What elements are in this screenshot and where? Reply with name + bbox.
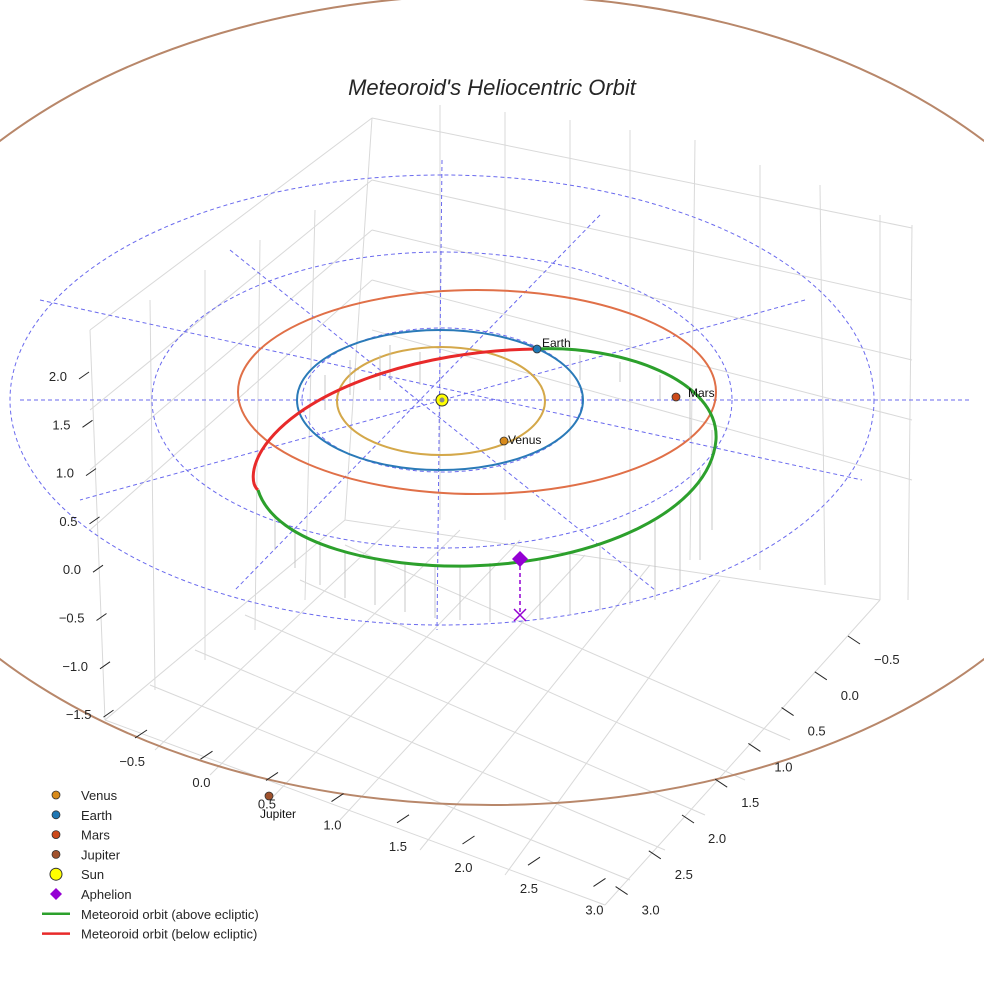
y-tick-label: 0.5 — [808, 724, 826, 739]
x-tick-mark — [593, 877, 606, 887]
earth-orbit — [296, 329, 584, 471]
z-tick-mark — [103, 709, 114, 718]
x-tick-mark — [265, 771, 279, 781]
y-tick-label: 2.5 — [675, 867, 693, 882]
legend-item: Aphelion — [50, 887, 132, 902]
y-tick-label: 3.0 — [642, 903, 660, 918]
y-tick-mark — [648, 850, 662, 860]
legend-marker — [51, 810, 61, 820]
y-axis: −0.5 0.0 0.5 1.0 1.5 2.0 2.5 3.0 — [615, 635, 900, 918]
x-tick-mark — [396, 814, 410, 824]
x-tick-label: 1.0 — [323, 818, 341, 833]
z-tick-mark — [92, 564, 104, 573]
earth-marker — [532, 344, 542, 354]
legend-marker — [51, 850, 61, 859]
z-tick-label: 2.0 — [49, 369, 67, 384]
chart-title: Meteoroid's Heliocentric Orbit — [348, 75, 637, 100]
venus-orbit — [336, 346, 546, 456]
legend-item: Meteoroid orbit (above ecliptic) — [42, 907, 259, 922]
z-tick-label: −1.5 — [66, 707, 92, 722]
z-tick-label: 0.5 — [59, 514, 77, 529]
z-tick-label: 1.5 — [52, 417, 70, 432]
y-tick-mark — [814, 671, 828, 681]
x-tick-label: 0.0 — [192, 775, 210, 790]
mars-orbit — [237, 289, 717, 495]
y-tick-mark — [847, 635, 861, 645]
y-tick-mark — [748, 742, 761, 752]
grid-lines — [89, 105, 913, 906]
x-tick-label: 1.5 — [389, 839, 407, 854]
legend-marker — [51, 790, 61, 800]
legend-item: Sun — [49, 867, 104, 882]
x-tick-mark — [200, 750, 213, 760]
legend-marker — [51, 830, 61, 839]
legend-label: Mars — [81, 828, 110, 843]
x-axis: −0.5 0.0 0.5 1.0 1.5 2.0 2.5 3.0 — [119, 729, 606, 917]
legend-label: Jupiter — [81, 847, 121, 862]
z-tick-label: −1.0 — [62, 659, 88, 674]
legend-label: Meteoroid orbit (below ecliptic) — [81, 927, 257, 942]
mars-marker — [671, 392, 681, 402]
legend: Venus Earth Mars Jupiter Sun Aphelion Meteoroi… — [42, 788, 259, 942]
x-tick-label: −0.5 — [119, 754, 145, 769]
z-tick-label: 1.0 — [56, 466, 74, 481]
z-tick-mark — [89, 516, 100, 525]
z-axis: 2.0 1.5 1.0 0.5 0.0 −0.5 −1.0 −1.5 — [49, 369, 114, 722]
y-tick-mark — [681, 814, 695, 824]
earth-label: Earth — [542, 336, 571, 350]
x-tick-mark — [331, 793, 344, 803]
x-tick-mark — [462, 835, 475, 845]
legend-label: Venus — [81, 788, 118, 803]
jupiter-label: Jupiter — [260, 807, 296, 821]
meteoroid-orbit-below — [251, 347, 538, 492]
x-tick-label: 3.0 — [585, 902, 603, 917]
y-tick-label: 2.0 — [708, 831, 726, 846]
legend-item: Mars — [51, 828, 110, 843]
y-tick-label: −0.5 — [874, 652, 900, 667]
y-tick-label: 1.0 — [774, 759, 792, 774]
legend-label: Earth — [81, 808, 112, 823]
aphelion-marker — [512, 551, 528, 567]
x-tick-label: 2.0 — [454, 860, 472, 875]
legend-marker — [50, 888, 62, 900]
z-tick-label: −0.5 — [59, 611, 85, 626]
z-tick-mark — [99, 661, 111, 670]
orbit-drop-lines — [274, 345, 713, 622]
x-tick-mark — [527, 856, 541, 866]
legend-item: Venus — [51, 788, 118, 803]
y-tick-mark — [781, 707, 794, 717]
venus-marker — [499, 436, 509, 446]
legend-item: Earth — [51, 808, 112, 823]
z-tick-mark — [96, 613, 107, 621]
x-tick-mark — [134, 729, 148, 739]
z-tick-label: 0.0 — [63, 562, 81, 577]
reference-rings — [9, 159, 970, 631]
sun-center — [439, 397, 445, 403]
y-tick-mark — [615, 886, 628, 896]
jupiter-marker — [264, 791, 274, 801]
x-tick-label: 2.5 — [520, 881, 538, 896]
legend-item: Meteoroid orbit (below ecliptic) — [42, 927, 257, 942]
legend-marker — [49, 867, 63, 881]
mars-label: Mars — [688, 386, 715, 400]
legend-label: Aphelion — [81, 887, 132, 902]
y-tick-mark — [714, 778, 728, 788]
legend-label: Sun — [81, 867, 104, 882]
y-tick-label: 1.5 — [741, 795, 759, 810]
venus-label: Venus — [508, 433, 541, 447]
y-tick-label: 0.0 — [841, 688, 859, 703]
meteoroid-orbit-above — [256, 347, 718, 568]
z-tick-mark — [82, 419, 93, 428]
legend-label: Meteoroid orbit (above ecliptic) — [81, 907, 259, 922]
aphelion-projection-mark — [513, 608, 527, 622]
z-tick-mark — [85, 468, 97, 477]
x-tick-label: 0.5 — [258, 796, 276, 811]
legend-item: Jupiter — [51, 847, 121, 862]
jupiter-orbit — [0, 0, 984, 806]
z-tick-mark — [78, 371, 90, 380]
